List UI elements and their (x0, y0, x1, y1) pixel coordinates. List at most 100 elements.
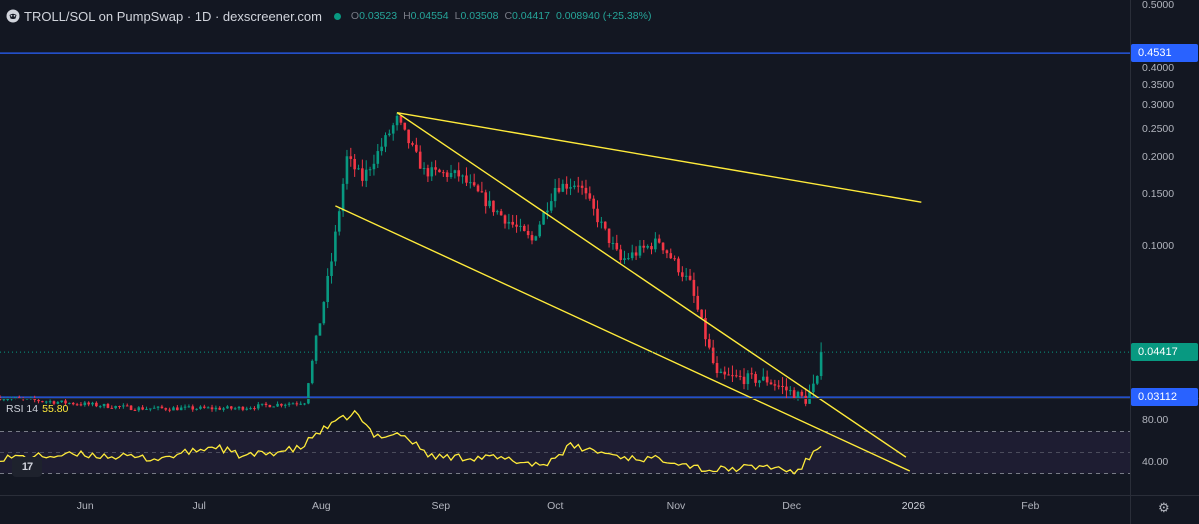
candle-body (677, 258, 680, 273)
candle-body (796, 391, 800, 399)
candle-body (681, 272, 684, 277)
candle-body (391, 125, 395, 134)
candle-body (214, 407, 218, 410)
candle-body (160, 406, 164, 409)
settings-gear-icon[interactable]: ⚙ (1158, 500, 1170, 515)
candle-body (48, 401, 52, 403)
rsi-value: 55.80 (42, 403, 69, 415)
pane-separator[interactable] (0, 398, 1199, 399)
time-axis-label: Nov (666, 500, 686, 512)
candle-body (688, 275, 692, 280)
candle-body (318, 323, 322, 336)
candle-body (700, 309, 703, 319)
candle-body (52, 401, 56, 404)
candle-body (303, 403, 306, 405)
candle-body (588, 193, 592, 199)
candle-body (199, 406, 202, 409)
candle-body (773, 384, 777, 386)
candle-body (114, 405, 117, 409)
candle-body (388, 133, 391, 136)
candle-body (195, 408, 198, 410)
candle-body (646, 246, 649, 248)
candle-body (337, 211, 341, 232)
candle-body (411, 143, 414, 145)
candle-body (418, 151, 422, 169)
candle-body (75, 404, 79, 406)
candle-body (372, 163, 376, 170)
candle-body (237, 406, 241, 409)
candle-body (650, 246, 653, 250)
hline-badge-upper: 0.4531 (1131, 44, 1198, 63)
candle-body (129, 405, 133, 410)
price-axis[interactable] (1130, 0, 1199, 495)
price-chart-svg[interactable] (0, 0, 1130, 495)
candle-body (553, 187, 557, 202)
candle-body (565, 183, 568, 189)
candle-body (203, 406, 206, 408)
time-axis[interactable] (0, 495, 1130, 524)
candle-body (661, 242, 665, 251)
candle-body (206, 407, 210, 409)
candle-body (777, 385, 781, 387)
candle-body (222, 408, 225, 410)
candle-body (654, 238, 657, 250)
candle-body (711, 347, 715, 364)
price-axis-tick: 0.5000 (1142, 0, 1175, 11)
candle-body (746, 373, 750, 385)
candle-body (2, 399, 6, 401)
candle-body (403, 122, 407, 130)
candle-body (44, 401, 48, 403)
low-label: L (454, 10, 461, 22)
candle-body (576, 185, 580, 187)
candle-body (102, 403, 106, 407)
ohlc-readout: O0.03523 H0.04554 L0.03508 C0.04417 0.008940… (351, 10, 658, 22)
candle-body (17, 397, 21, 399)
candle-body (526, 230, 530, 236)
rsi-legend[interactable]: RSI 14 55.80 (6, 403, 68, 415)
candle-body (156, 406, 160, 408)
candle-body (449, 173, 453, 177)
candle-body (37, 399, 40, 402)
candle-body (719, 371, 723, 374)
pair-logo-icon (6, 9, 20, 23)
candle-body (376, 151, 380, 164)
tradingview-logo-icon[interactable]: 17 (12, 457, 42, 477)
time-axis-label: Sep (431, 500, 451, 512)
candle-body (684, 275, 688, 277)
candle-body (276, 403, 279, 407)
candle-body (79, 404, 83, 406)
candle-body (326, 275, 329, 303)
candle-body (106, 403, 110, 408)
candle-body (765, 376, 769, 383)
candle-body (233, 408, 237, 410)
candle-body (788, 390, 792, 392)
candle-body (364, 169, 368, 181)
candle-body (283, 404, 287, 406)
candle-body (731, 375, 734, 377)
candle-body (268, 405, 272, 408)
trendline (396, 111, 922, 203)
candle-body (141, 407, 144, 410)
candle-body (260, 403, 264, 405)
candle-body (149, 408, 152, 410)
candle-body (630, 252, 634, 259)
candle-body (56, 402, 60, 404)
candle-body (561, 183, 565, 192)
price-axis-tick: 0.4000 (1142, 62, 1175, 75)
candle-body (669, 253, 673, 259)
pair-title[interactable]: TROLL/SOL on PumpSwap · 1D · dexscreener… (24, 8, 322, 24)
candle-body (465, 175, 468, 183)
candle-body (357, 168, 360, 170)
candle-body (349, 156, 353, 159)
candle-body (264, 403, 268, 406)
candle-body (812, 383, 815, 393)
open-label: O (350, 10, 360, 22)
candle-body (152, 407, 156, 409)
candle-body (33, 398, 36, 400)
candle-body (64, 400, 67, 404)
candle-body (742, 376, 746, 385)
price-chart-area[interactable] (0, 0, 1130, 495)
candle-body (750, 373, 754, 375)
candle-body (642, 245, 646, 248)
